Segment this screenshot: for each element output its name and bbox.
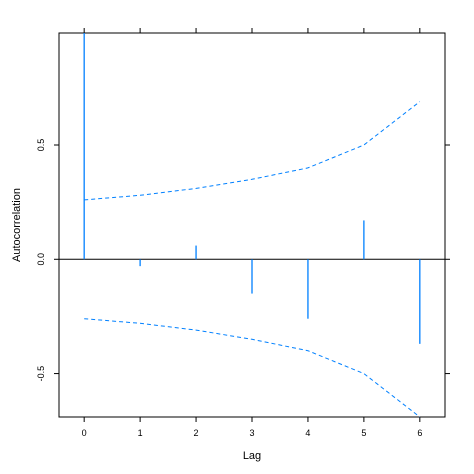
x-tick-label: 5 — [361, 428, 366, 438]
acf-bars — [83, 33, 421, 344]
x-tick-label: 0 — [82, 428, 87, 438]
x-tick-label: 2 — [194, 428, 199, 438]
confidence-band-upper — [84, 101, 421, 201]
x-axis-ticks: 0 1 2 3 4 5 6 — [82, 28, 422, 438]
y-tick-label: -0.5 — [36, 366, 46, 382]
plot-frame — [58, 32, 446, 418]
x-tick-label: 3 — [249, 428, 254, 438]
x-tick-label: 1 — [138, 428, 143, 438]
x-axis-title: Lag — [243, 450, 261, 462]
confidence-band-lower — [84, 318, 421, 418]
y-axis-title: Autocorrelation — [11, 188, 23, 262]
x-tick-label: 6 — [417, 428, 422, 438]
x-tick-label: 4 — [305, 428, 310, 438]
y-axis-ticks: -0.5 0.0 0.5 — [36, 139, 450, 382]
y-tick-label: 0.5 — [36, 139, 46, 152]
y-tick-label: 0.0 — [36, 253, 46, 266]
